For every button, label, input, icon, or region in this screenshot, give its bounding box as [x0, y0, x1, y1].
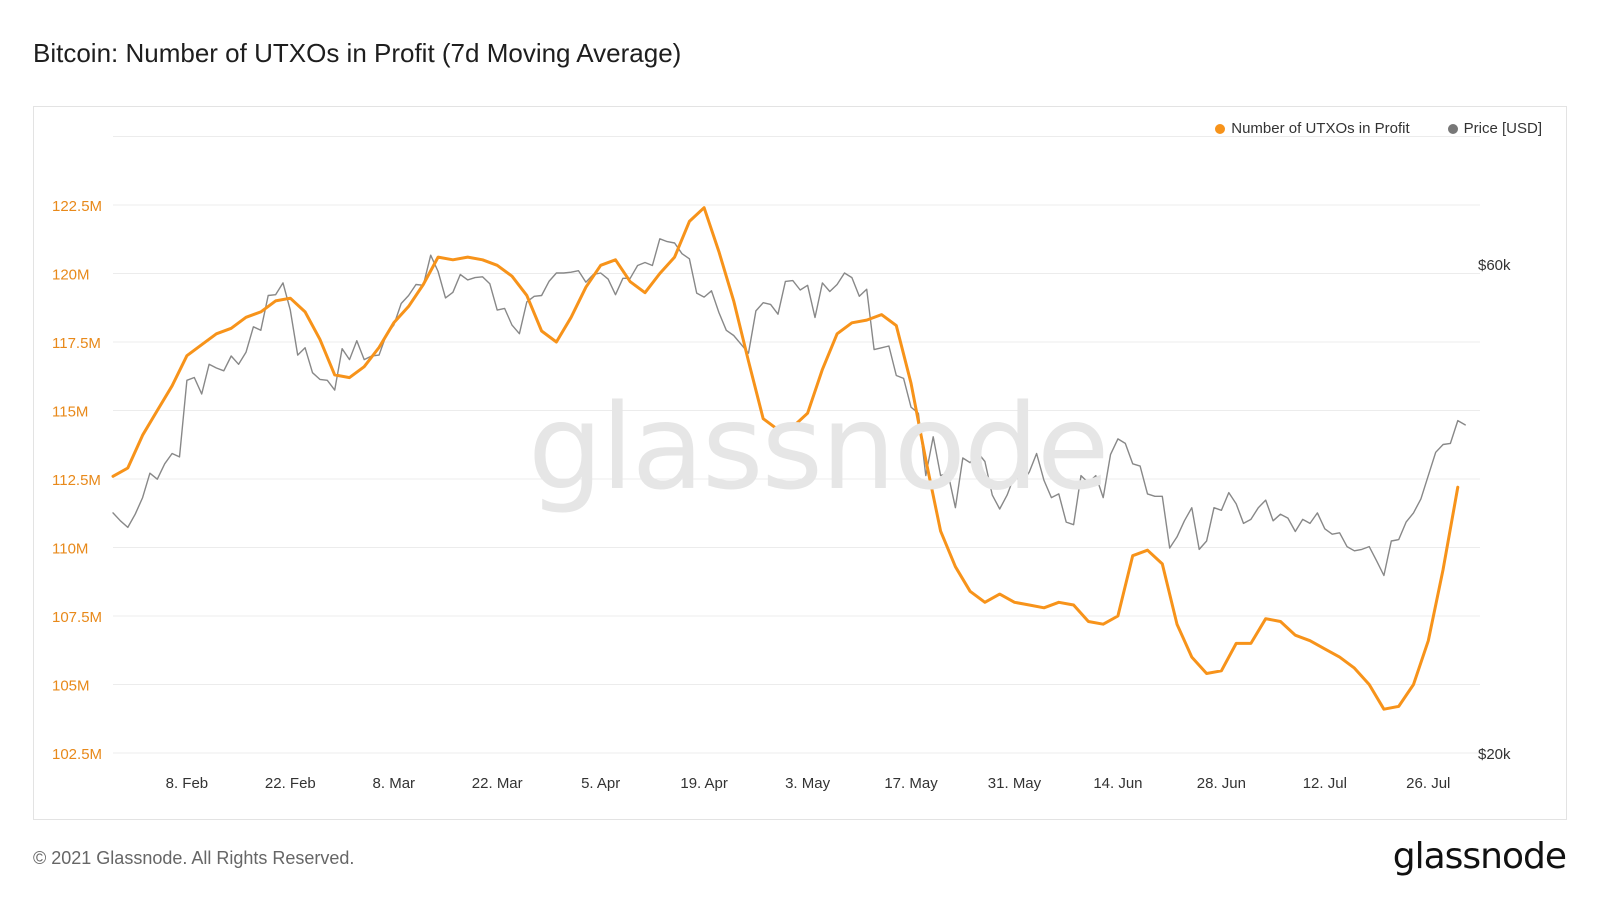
x-axis-tick-label: 26. Jul	[1406, 775, 1450, 792]
price-series	[112, 238, 1466, 577]
legend-label-utxo: Number of UTXOs in Profit	[1231, 120, 1410, 137]
utxo-line	[111, 206, 1460, 711]
copyright-footer: © 2021 Glassnode. All Rights Reserved.	[33, 848, 355, 868]
right-axis-tick-label: $20k	[1478, 746, 1511, 763]
legend-item-price[interactable]: Price [USD]	[1447, 120, 1542, 137]
x-axis-tick-label: 5. Apr	[581, 775, 620, 792]
x-axis: 8. Feb 22. Feb 8. Mar 22. Mar 5. Apr 19. Apr 3…	[166, 775, 1451, 792]
x-axis-tick-label: 19. Apr	[680, 775, 728, 792]
right-axis-tick-label: $60k	[1478, 257, 1511, 274]
x-axis-tick-label: 17. May	[884, 775, 938, 792]
chart-frame	[33, 106, 1567, 820]
legend-dot-utxo	[1215, 123, 1226, 134]
chart-title: Bitcoin: Number of UTXOs in Profit (7d M…	[33, 38, 682, 68]
legend-item-utxo[interactable]: Number of UTXOs in Profit	[1215, 120, 1410, 137]
left-axis: 102.5M 105M 107.5M 110M 112.5M 115M 117.5M 120M…	[52, 198, 102, 763]
left-axis-tick-label: 120M	[52, 267, 90, 284]
grid-lines	[113, 136, 1480, 754]
x-axis-tick-label: 31. May	[988, 775, 1042, 792]
price-line	[112, 238, 1466, 577]
x-axis-tick-label: 22. Feb	[265, 775, 316, 792]
right-axis: $20k $60k	[1478, 257, 1511, 763]
x-axis-tick-label: 8. Feb	[166, 775, 209, 792]
legend: Number of UTXOs in Profit Price [USD]	[1215, 120, 1542, 137]
x-axis-tick-label: 28. Jun	[1197, 775, 1246, 792]
left-axis-tick-label: 110M	[52, 541, 88, 558]
left-axis-tick-label: 112.5M	[52, 472, 101, 489]
left-axis-tick-label: 115M	[52, 404, 88, 421]
left-axis-tick-label: 105M	[52, 678, 90, 695]
brand-logo: glassnode	[1392, 836, 1567, 877]
left-axis-tick-label: 122.5M	[52, 198, 102, 215]
left-axis-tick-label: 117.5M	[52, 335, 101, 352]
legend-dot-price	[1447, 123, 1458, 134]
utxo-series	[111, 206, 1460, 711]
left-axis-tick-label: 102.5M	[52, 746, 102, 763]
left-axis-tick-label: 107.5M	[52, 609, 102, 626]
x-axis-tick-label: 8. Mar	[373, 775, 416, 792]
x-axis-tick-label: 3. May	[785, 775, 831, 792]
legend-label-price: Price [USD]	[1463, 120, 1542, 137]
x-axis-tick-label: 22. Mar	[472, 775, 523, 792]
x-axis-tick-label: 12. Jul	[1303, 775, 1347, 792]
x-axis-tick-label: 14. Jun	[1093, 775, 1142, 792]
